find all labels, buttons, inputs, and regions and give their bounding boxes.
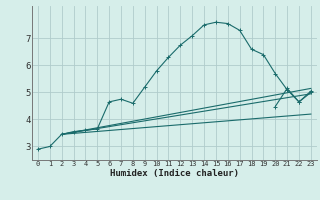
X-axis label: Humidex (Indice chaleur): Humidex (Indice chaleur): [110, 169, 239, 178]
